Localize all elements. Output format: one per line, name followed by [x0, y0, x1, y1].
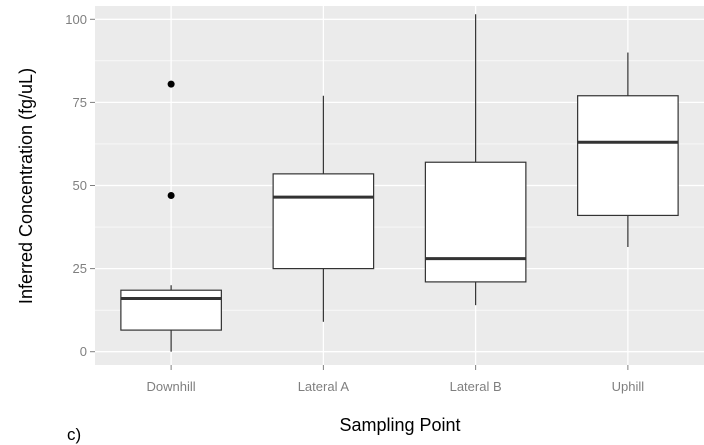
boxes [120, 14, 679, 352]
x-axis-title: Sampling Point [339, 415, 460, 435]
box-uphill [577, 52, 679, 247]
box-downhill [120, 80, 222, 352]
iqr-box [577, 95, 679, 217]
x-tick-label: Lateral B [450, 379, 502, 394]
outlier-point [167, 80, 175, 88]
y-axis: 0 25 50 75 100 [65, 12, 95, 359]
y-tick-label: 0 [80, 344, 87, 359]
box-lateral-a [272, 95, 375, 322]
y-axis-title: Inferred Concentration (fg/uL) [16, 68, 36, 304]
outlier-point [167, 191, 175, 199]
x-tick-label: Uphill [612, 379, 645, 394]
y-tick-label: 25 [73, 261, 87, 276]
panel-label: c) [67, 425, 81, 444]
iqr-box [120, 289, 222, 331]
iqr-box [424, 161, 527, 283]
x-tick-label: Downhill [147, 379, 196, 394]
x-tick-label: Lateral A [298, 379, 350, 394]
y-tick-label: 100 [65, 12, 87, 27]
iqr-box [272, 173, 375, 270]
y-tick-label: 50 [73, 178, 87, 193]
y-tick-label: 75 [73, 95, 87, 110]
x-axis: Downhill Lateral A Lateral B Uphill [147, 365, 645, 394]
box-lateral-b [424, 14, 527, 306]
